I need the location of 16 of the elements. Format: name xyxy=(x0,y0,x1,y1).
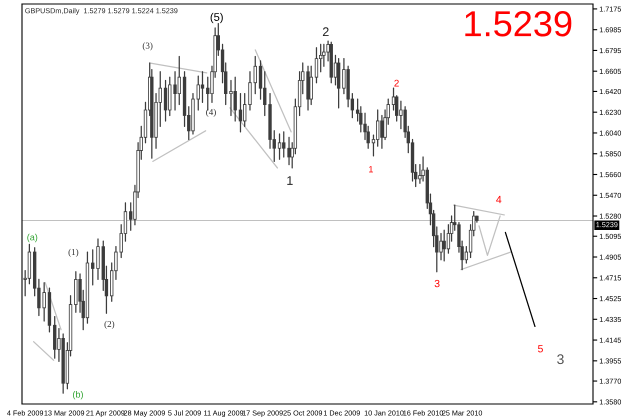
annotation: (4) xyxy=(206,108,216,117)
annotation: (3) xyxy=(142,42,152,50)
annotation: 1 xyxy=(369,166,373,172)
annotation: 1.5239 xyxy=(465,10,572,37)
annotation: 3 xyxy=(557,354,564,364)
annotation: (5) xyxy=(210,12,223,24)
annotation: 1 xyxy=(287,176,293,185)
annotation: 2 xyxy=(394,80,399,87)
annotation: (b) xyxy=(73,390,83,400)
annotation: (1) xyxy=(68,248,78,257)
annotation: 2 xyxy=(322,27,329,36)
annotation: 3 xyxy=(434,280,440,288)
annotation: (2) xyxy=(104,320,114,329)
annotation: 5 xyxy=(538,345,543,352)
annotation: (a) xyxy=(27,234,38,242)
annotation: 4 xyxy=(496,196,502,204)
